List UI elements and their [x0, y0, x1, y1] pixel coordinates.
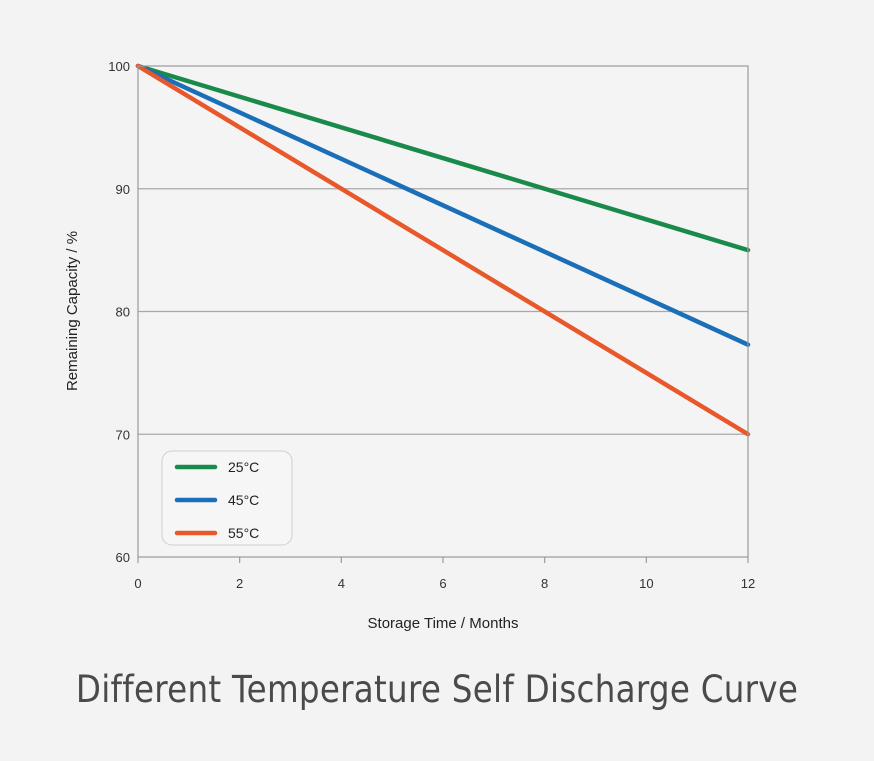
- y-tick-label: 100: [108, 59, 130, 74]
- series-lines: [135, 63, 751, 437]
- series-line-2: [135, 63, 751, 437]
- self-discharge-chart: 0 2 4 6 8 10 12 60 70 80 90 100 Storage Time / Mon…: [64, 59, 755, 632]
- y-tick-label: 80: [116, 305, 130, 320]
- x-axis-ticks: 0 2 4 6 8 10 12: [134, 557, 755, 591]
- plot-frame: [137, 65, 749, 558]
- legend-label: 55°C: [228, 525, 259, 541]
- x-axis-label: Storage Time / Months: [368, 615, 519, 632]
- y-tick-label: 70: [116, 427, 130, 442]
- y-axis-label: Remaining Capacity / %: [64, 231, 81, 391]
- x-tick-label: 2: [236, 576, 243, 591]
- grid-lines: [138, 188, 748, 435]
- legend-label: 25°C: [228, 459, 259, 475]
- y-tick-label: 90: [116, 182, 130, 197]
- x-tick-label: 6: [439, 576, 446, 591]
- x-tick-label: 8: [541, 576, 548, 591]
- chart-title: Different Temperature Self Discharge Cur…: [75, 668, 799, 711]
- y-axis-ticks: 60 70 80 90 100: [108, 59, 130, 565]
- x-tick-label: 4: [338, 576, 345, 591]
- y-tick-label: 60: [116, 550, 130, 565]
- series-line-1: [135, 63, 751, 347]
- series-line-0: [135, 63, 751, 253]
- legend-box: [161, 450, 293, 546]
- legend: 25°C 45°C 55°C: [161, 450, 293, 546]
- legend-label: 45°C: [228, 492, 259, 508]
- x-tick-label: 0: [134, 576, 141, 591]
- x-tick-label: 10: [639, 576, 653, 591]
- x-tick-label: 12: [741, 576, 755, 591]
